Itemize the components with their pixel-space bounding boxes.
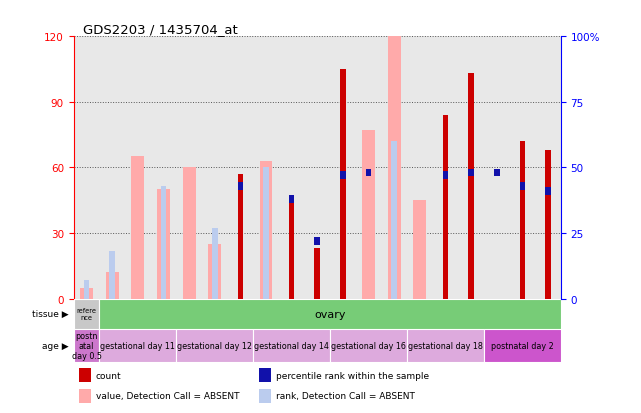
Bar [79, 368, 91, 382]
Bar [545, 188, 551, 195]
Text: GDS2203 / 1435704_at: GDS2203 / 1435704_at [83, 23, 238, 36]
Bar [106, 273, 119, 299]
Bar [131, 157, 144, 299]
Bar [183, 168, 196, 299]
Bar [362, 131, 375, 299]
Text: ovary: ovary [314, 309, 346, 319]
Bar [74, 329, 99, 363]
Bar [253, 329, 330, 363]
Bar [238, 183, 243, 190]
Text: postn
atal
day 0.5: postn atal day 0.5 [72, 331, 101, 361]
Text: value, Detection Call = ABSENT: value, Detection Call = ABSENT [96, 392, 239, 400]
Bar [469, 169, 474, 177]
Bar [315, 249, 320, 299]
Bar [289, 201, 294, 299]
Bar [315, 237, 320, 245]
Bar [340, 172, 345, 180]
Bar [330, 329, 407, 363]
Bar [413, 201, 426, 299]
Bar [176, 329, 253, 363]
Text: gestational day 18: gestational day 18 [408, 341, 483, 350]
Bar [443, 172, 448, 180]
Text: gestational day 16: gestational day 16 [331, 341, 406, 350]
Bar [545, 150, 551, 299]
Bar [238, 175, 243, 299]
Bar [392, 142, 397, 299]
Bar [494, 169, 499, 177]
Bar [212, 228, 217, 299]
Text: refere
nce: refere nce [76, 307, 97, 320]
Text: rank, Detection Call = ABSENT: rank, Detection Call = ABSENT [276, 392, 415, 400]
Bar [259, 389, 271, 403]
Bar [407, 329, 484, 363]
Bar [74, 299, 99, 329]
Text: age ▶: age ▶ [42, 341, 69, 350]
Bar [388, 37, 401, 299]
Bar [79, 389, 91, 403]
Bar [340, 70, 345, 299]
Text: percentile rank within the sample: percentile rank within the sample [276, 371, 429, 380]
Bar [99, 329, 176, 363]
Text: gestational day 11: gestational day 11 [101, 341, 175, 350]
Bar [84, 280, 89, 299]
Bar [289, 195, 294, 203]
Bar [259, 368, 271, 382]
Bar [484, 329, 561, 363]
Text: postnatal day 2: postnatal day 2 [491, 341, 554, 350]
Bar [260, 161, 272, 299]
Bar [80, 288, 93, 299]
Text: count: count [96, 371, 121, 380]
Bar [520, 142, 525, 299]
Bar [263, 168, 269, 299]
Bar [161, 186, 166, 299]
Bar [110, 252, 115, 299]
Bar [520, 183, 525, 190]
Bar [443, 116, 448, 299]
Text: gestational day 14: gestational day 14 [254, 341, 329, 350]
Bar [208, 244, 221, 299]
Bar [469, 74, 474, 299]
Bar [366, 169, 371, 177]
Bar [157, 190, 170, 299]
Text: tissue ▶: tissue ▶ [32, 309, 69, 318]
Text: gestational day 12: gestational day 12 [177, 341, 253, 350]
